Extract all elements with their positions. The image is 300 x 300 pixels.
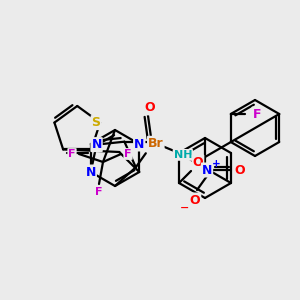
Text: S: S	[92, 116, 100, 129]
Text: O: O	[190, 194, 200, 206]
Text: F: F	[68, 149, 76, 159]
Text: F: F	[95, 187, 103, 197]
Text: O: O	[193, 155, 203, 169]
Text: F: F	[253, 107, 261, 121]
Text: F: F	[124, 149, 132, 159]
Text: N: N	[202, 164, 212, 176]
Text: +: +	[212, 159, 220, 169]
Text: N: N	[85, 166, 96, 178]
Text: N: N	[92, 138, 102, 151]
Text: N: N	[134, 137, 144, 151]
Text: −: −	[180, 203, 190, 213]
Text: Br: Br	[148, 137, 164, 150]
Text: O: O	[235, 164, 245, 176]
Text: NH: NH	[174, 150, 192, 160]
Text: O: O	[144, 101, 155, 114]
